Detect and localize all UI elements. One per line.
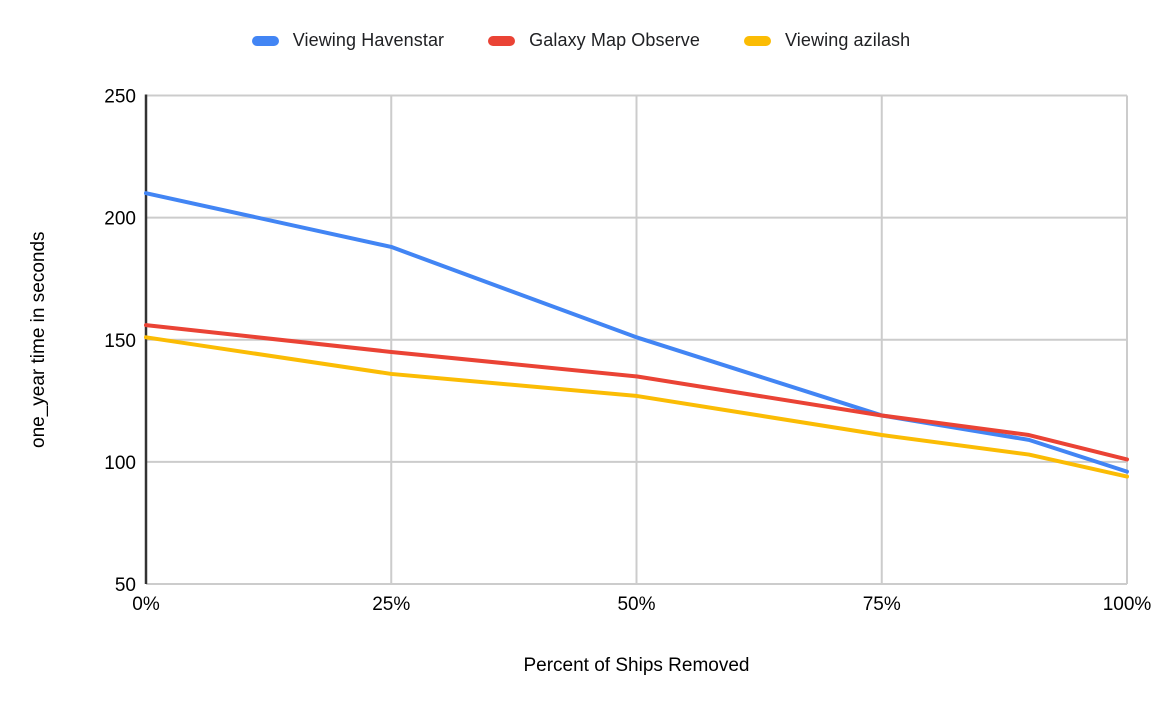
y-tick-label-50: 50 xyxy=(115,575,136,596)
x-tick-label-75: 75% xyxy=(863,594,901,615)
series-line-viewing-havenstar xyxy=(144,191,1129,474)
legend-item-galaxy-map-observe: Galaxy Map Observe xyxy=(488,30,700,51)
legend-item-viewing-havenstar: Viewing Havenstar xyxy=(251,30,445,51)
y-tick-label-200: 200 xyxy=(104,209,136,230)
y-tick-label-100: 100 xyxy=(104,453,136,474)
x-tick-label-100: 100% xyxy=(1103,594,1152,615)
legend-label-galaxy-map-observe: Galaxy Map Observe xyxy=(529,30,701,50)
legend-item-viewing-azilash: Viewing azilash xyxy=(744,30,910,51)
x-tick-label-25: 25% xyxy=(372,594,410,615)
x-axis-title: Percent of Ships Removed xyxy=(523,655,749,676)
legend-label-viewing-havenstar: Viewing Havenstar xyxy=(292,30,445,50)
series-line-viewing-azilash xyxy=(144,335,1129,479)
legend-swatch-blue-icon xyxy=(251,35,279,46)
y-axis-title: one_year time in seconds xyxy=(28,231,49,448)
y-tick-label-250: 250 xyxy=(104,87,136,108)
legend-label-viewing-azilash: Viewing azilash xyxy=(785,30,911,50)
y-tick-label-150: 150 xyxy=(104,331,136,352)
legend-swatch-yellow-icon xyxy=(744,35,772,46)
x-tick-label-50: 50% xyxy=(617,594,655,615)
chart-legend: Viewing Havenstar Galaxy Map Observe Vie… xyxy=(0,30,1162,51)
series-line-galaxy-map-observe xyxy=(144,323,1129,462)
legend-swatch-red-icon xyxy=(488,35,516,46)
x-tick-label-0: 0% xyxy=(132,594,160,615)
